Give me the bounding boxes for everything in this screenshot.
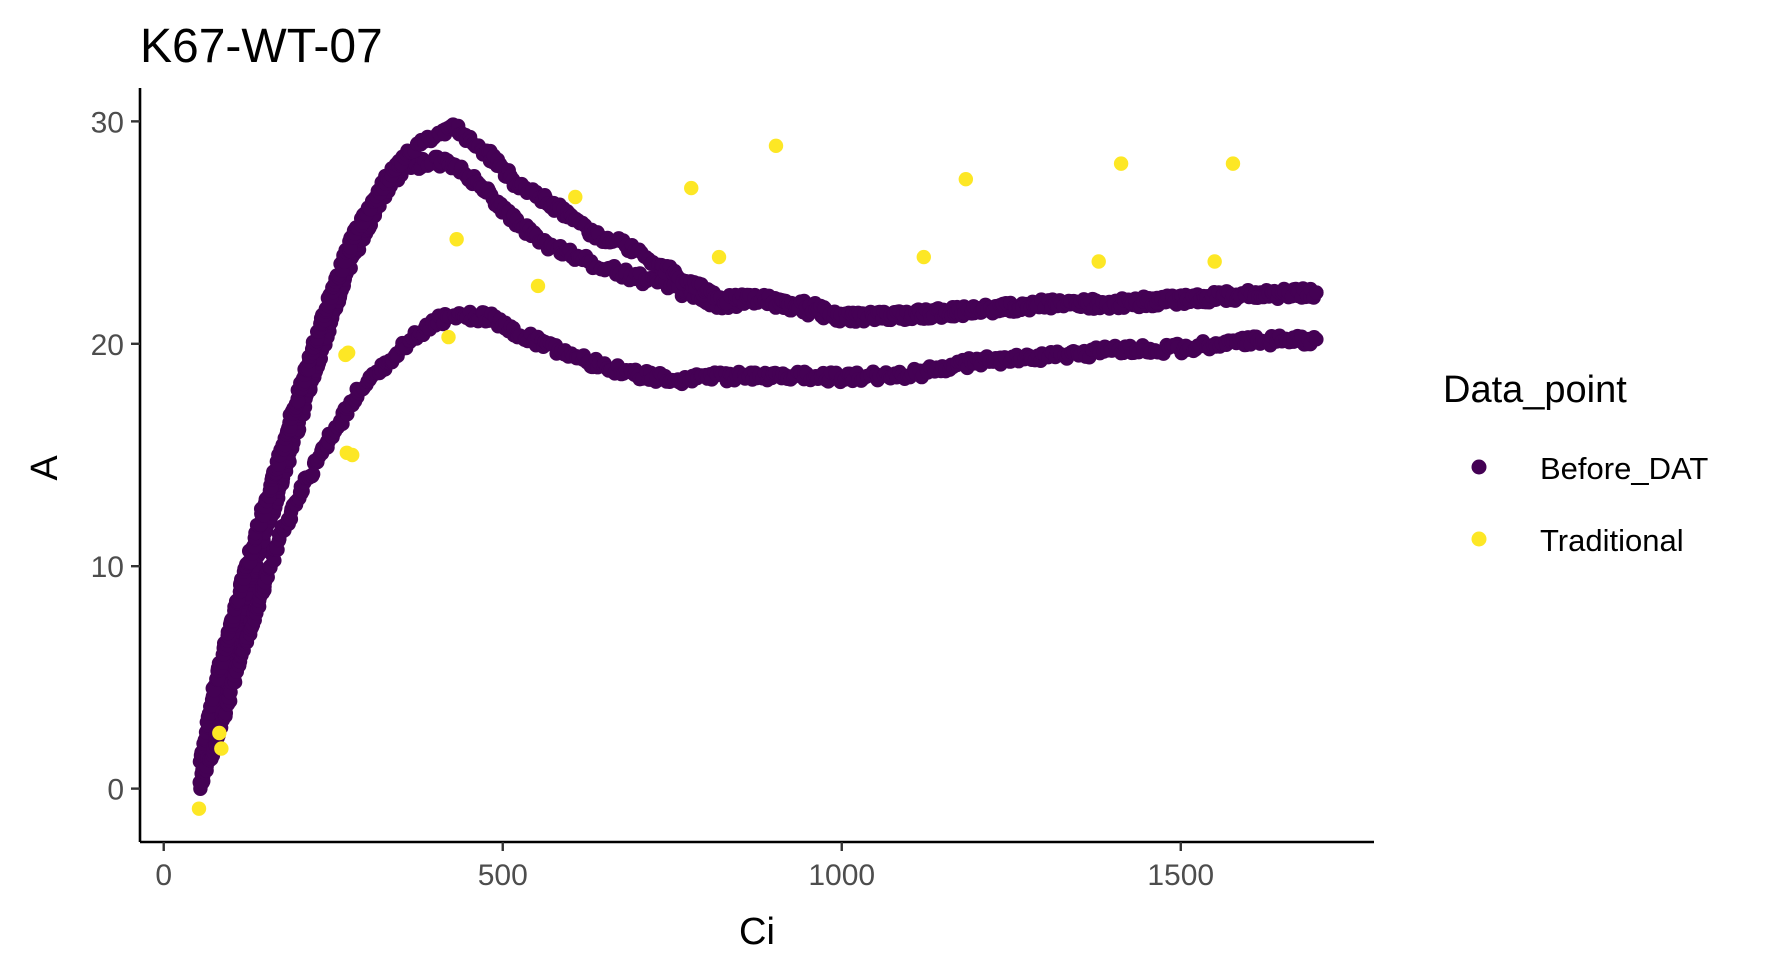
data-point-traditional [214,741,229,756]
y-tick-label: 20 [91,329,124,362]
points-layer [191,117,1324,816]
x-tick-label: 1000 [808,859,875,892]
data-point-traditional [340,345,356,360]
x-axis-title: Ci [739,911,775,953]
data-point-traditional [1225,156,1241,171]
legend-key-before-dat [1471,459,1487,475]
data-point-traditional [1113,156,1129,171]
plot-panel: 0 500 1000 1500 0 10 20 30 [91,88,1374,892]
data-point-traditional [1091,254,1106,269]
legend-label-before-dat: Before_DAT [1540,451,1708,486]
x-ticks: 0 500 1000 1500 [155,842,1214,892]
data-point-traditional [768,138,784,154]
x-tick-label: 500 [478,859,528,892]
data-point-traditional [684,180,699,196]
y-ticks: 0 10 20 30 [91,106,140,807]
data-point-traditional [568,189,583,205]
x-tick-label: 1500 [1147,859,1214,892]
data-point-traditional [441,329,456,345]
y-tick-label: 0 [107,774,124,807]
legend: Data_point Before_DAT Traditional [1443,369,1708,558]
chart-title: K67-WT-07 [140,20,383,73]
x-tick-label: 0 [155,859,172,892]
data-point-traditional [958,171,974,187]
data-point-before-dat [1309,332,1324,347]
data-point-before-dat [1309,285,1324,300]
legend-key-traditional [1471,531,1487,547]
y-axis-title: A [24,455,66,481]
legend-title: Data_point [1443,369,1627,411]
data-point-before-dat [290,393,306,409]
data-point-traditional [345,447,360,463]
data-point-traditional [530,278,546,294]
data-point-traditional [449,232,464,247]
data-point-traditional [1207,254,1222,269]
data-point-traditional [916,249,931,265]
data-point-traditional [711,249,727,265]
data-point-before-dat [305,466,321,482]
data-point-traditional [212,725,227,741]
y-tick-label: 10 [91,551,124,584]
y-tick-label: 30 [91,106,124,139]
data-point-traditional [191,801,207,816]
legend-label-traditional: Traditional [1540,523,1684,558]
